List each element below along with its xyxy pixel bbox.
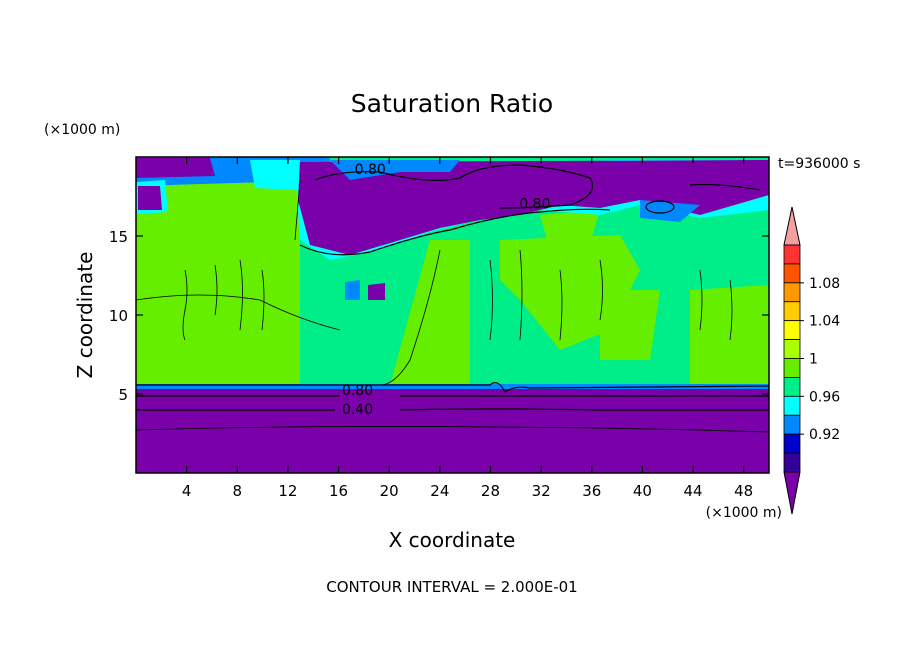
contour-labels: 0.80 0.80 0.80 0.40 [342, 162, 550, 418]
contour-field: 0.80 0.80 0.80 0.40 [136, 157, 769, 473]
time-label: t=936000 s [778, 156, 860, 172]
colorbar-bottom-arrow [783, 471, 801, 515]
colorbar-band [783, 301, 801, 322]
footer-contour-interval: CONTOUR INTERVAL = 2.000E-01 [326, 578, 577, 596]
colorbar-band [783, 433, 801, 454]
contour-label: 0.80 [342, 383, 373, 399]
x-tick-label: 24 [430, 482, 449, 500]
colorbar-band [783, 452, 801, 473]
x-tick-label: 36 [582, 482, 601, 500]
colorbar: 1.08 1.04 1 0.96 0.92 [783, 206, 840, 515]
colorbar-tick-label: 0.92 [809, 427, 840, 443]
y-tick-label: 5 [118, 386, 128, 404]
x-axis-label: X coordinate [389, 528, 516, 552]
y-axis: 5 10 15 [109, 228, 769, 404]
x-tick-label: 48 [734, 482, 753, 500]
x-tick-label: 32 [532, 482, 551, 500]
colorbar-top-arrow [783, 206, 801, 246]
colorbar-band [783, 377, 801, 397]
contour-label: 0.80 [519, 197, 550, 213]
colorbar-band [783, 320, 801, 340]
x-tick-label: 28 [481, 482, 500, 500]
x-tick-label: 20 [380, 482, 399, 500]
y-axis-label: Z coordinate [73, 252, 97, 379]
x-tick-label: 16 [329, 482, 348, 500]
x-unit-label: (×1000 m) [706, 505, 782, 521]
y-unit-label: (×1000 m) [44, 122, 120, 138]
x-axis: 4 8 12 16 20 24 28 32 36 40 44 48 [182, 157, 753, 500]
contour-label: 0.40 [342, 402, 373, 418]
colorbar-band [783, 358, 801, 378]
colorbar-band [783, 339, 801, 359]
x-tick-label: 12 [278, 482, 297, 500]
y-tick-label: 15 [109, 228, 128, 246]
x-tick-label: 8 [233, 482, 243, 500]
y-tick-label: 10 [109, 307, 128, 325]
chart-title: Saturation Ratio [351, 89, 553, 118]
x-tick-label: 4 [182, 482, 192, 500]
colorbar-tick-label: 1.08 [809, 276, 840, 292]
contour-label: 0.80 [355, 162, 386, 178]
x-tick-label: 44 [683, 482, 702, 500]
colorbar-tick-label: 1.04 [809, 314, 840, 330]
colorbar-band [783, 414, 801, 435]
colorbar-tick-label: 0.96 [809, 389, 840, 405]
colorbar-band [783, 263, 801, 284]
colorbar-band [783, 395, 801, 416]
x-tick-label: 40 [633, 482, 652, 500]
colorbar-band [783, 282, 801, 303]
colorbar-tick-label: 1 [809, 352, 818, 368]
colorbar-band [783, 244, 801, 265]
